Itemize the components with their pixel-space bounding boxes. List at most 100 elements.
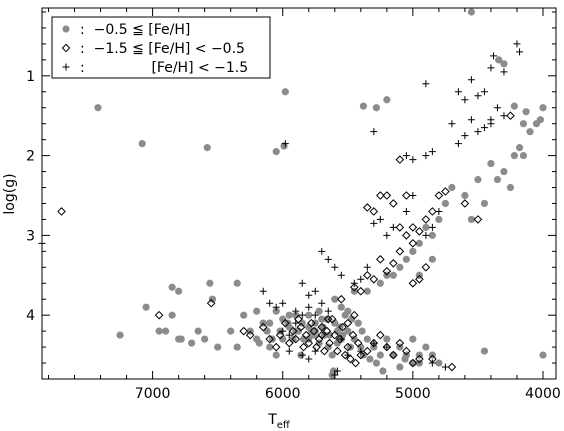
filled-circle-point bbox=[409, 359, 417, 367]
plus-point bbox=[281, 140, 289, 148]
filled-circle-point bbox=[194, 327, 202, 335]
open-diamond-point bbox=[335, 334, 345, 344]
plus-point bbox=[279, 299, 287, 307]
filled-circle-point bbox=[389, 271, 397, 279]
filled-circle-point bbox=[272, 307, 280, 315]
open-diamond-point bbox=[473, 215, 483, 224]
plus-point bbox=[441, 363, 449, 371]
filled-circle-point bbox=[175, 335, 183, 343]
plus-point bbox=[454, 88, 462, 96]
filled-circle-point bbox=[500, 167, 508, 176]
open-diamond-point bbox=[327, 314, 337, 324]
plus-point bbox=[363, 263, 371, 271]
open-diamond-point bbox=[460, 199, 470, 208]
filled-circle-point bbox=[328, 351, 336, 359]
plus-point bbox=[448, 120, 456, 128]
plus-point bbox=[350, 279, 358, 287]
plus-point bbox=[333, 367, 341, 375]
y-tick-label: 4 bbox=[26, 308, 35, 324]
filled-circle-point bbox=[401, 355, 409, 363]
filled-circle-point bbox=[253, 307, 261, 315]
data-points bbox=[38, 8, 547, 379]
plus-point bbox=[487, 116, 495, 124]
filled-circle-point bbox=[138, 140, 146, 148]
plus-point bbox=[500, 112, 508, 120]
plus-point bbox=[324, 307, 332, 315]
filled-circle-point bbox=[383, 335, 391, 343]
open-diamond-point bbox=[299, 342, 308, 352]
plus-point bbox=[409, 191, 417, 199]
plus-point bbox=[370, 219, 378, 227]
plus-point bbox=[324, 255, 332, 263]
open-diamond-point bbox=[284, 338, 294, 348]
filled-circle-point bbox=[474, 175, 482, 184]
legend-marker-plus bbox=[62, 63, 70, 71]
plus-point bbox=[467, 116, 475, 124]
filled-circle-point bbox=[500, 60, 508, 68]
open-diamond-point bbox=[265, 334, 275, 344]
filled-circle-point bbox=[510, 152, 518, 160]
filled-circle-point bbox=[155, 327, 163, 335]
plus-point bbox=[513, 40, 521, 48]
open-diamond-point bbox=[309, 326, 319, 336]
axis-ticks bbox=[42, 8, 556, 380]
filled-circle-point bbox=[162, 327, 170, 335]
plus-point bbox=[467, 76, 475, 84]
plus-point bbox=[428, 148, 436, 156]
y-axis-label: log(g) bbox=[2, 173, 18, 214]
plus-point bbox=[402, 152, 410, 160]
open-diamond-point bbox=[389, 199, 398, 208]
plus-point bbox=[298, 351, 306, 359]
legend-label: : −0.5 ≦ [Fe/H] bbox=[80, 22, 190, 38]
open-diamond-point bbox=[382, 191, 392, 200]
open-diamond-point bbox=[154, 310, 164, 320]
plus-point bbox=[422, 231, 430, 239]
open-diamond-point bbox=[408, 223, 418, 232]
plus-point bbox=[337, 271, 345, 279]
filled-circle-point bbox=[366, 355, 374, 363]
filled-circle-point bbox=[285, 311, 293, 319]
open-diamond-point bbox=[349, 310, 359, 320]
plus-point bbox=[305, 355, 313, 363]
open-diamond-point bbox=[415, 354, 424, 364]
filled-circle-point bbox=[467, 215, 476, 224]
plus-point bbox=[428, 359, 436, 367]
plus-point bbox=[461, 132, 469, 140]
filled-circle-point bbox=[448, 183, 456, 192]
filled-circle-point bbox=[266, 343, 274, 351]
plus-point bbox=[279, 327, 287, 335]
open-diamond-point bbox=[343, 318, 353, 328]
filled-circle-point bbox=[331, 295, 339, 303]
x-axis-label-sub: eff bbox=[277, 420, 291, 431]
plus-point bbox=[292, 307, 300, 315]
filled-circle-point bbox=[266, 319, 274, 327]
open-diamond-point bbox=[307, 318, 316, 328]
plus-point bbox=[305, 291, 313, 299]
open-diamond-point bbox=[395, 338, 405, 348]
plus-point bbox=[500, 68, 508, 76]
open-diamond-point bbox=[389, 259, 398, 268]
open-diamond-point bbox=[363, 346, 372, 356]
filled-circle-point bbox=[402, 255, 410, 263]
plus-point bbox=[38, 239, 46, 247]
plus-point bbox=[318, 299, 326, 307]
plus-point bbox=[480, 88, 488, 96]
filled-circle-point bbox=[519, 120, 528, 128]
filled-circle-point bbox=[233, 279, 241, 287]
plus-point bbox=[298, 311, 306, 319]
plus-point bbox=[487, 64, 495, 72]
open-diamond-point bbox=[258, 322, 268, 332]
plus-point bbox=[311, 311, 319, 319]
plus-point bbox=[389, 223, 397, 231]
filled-circle-point bbox=[358, 327, 366, 335]
filled-circle-point bbox=[526, 128, 534, 136]
filled-circle-point bbox=[281, 88, 289, 96]
open-diamond-point bbox=[320, 346, 329, 356]
plus-point bbox=[493, 104, 501, 112]
open-diamond-point bbox=[447, 362, 457, 372]
y-tick-label: 2 bbox=[26, 149, 35, 165]
open-diamond-point bbox=[369, 338, 379, 348]
open-diamond-point bbox=[317, 330, 327, 340]
open-diamond-point bbox=[245, 330, 255, 340]
open-diamond-point bbox=[441, 187, 450, 196]
